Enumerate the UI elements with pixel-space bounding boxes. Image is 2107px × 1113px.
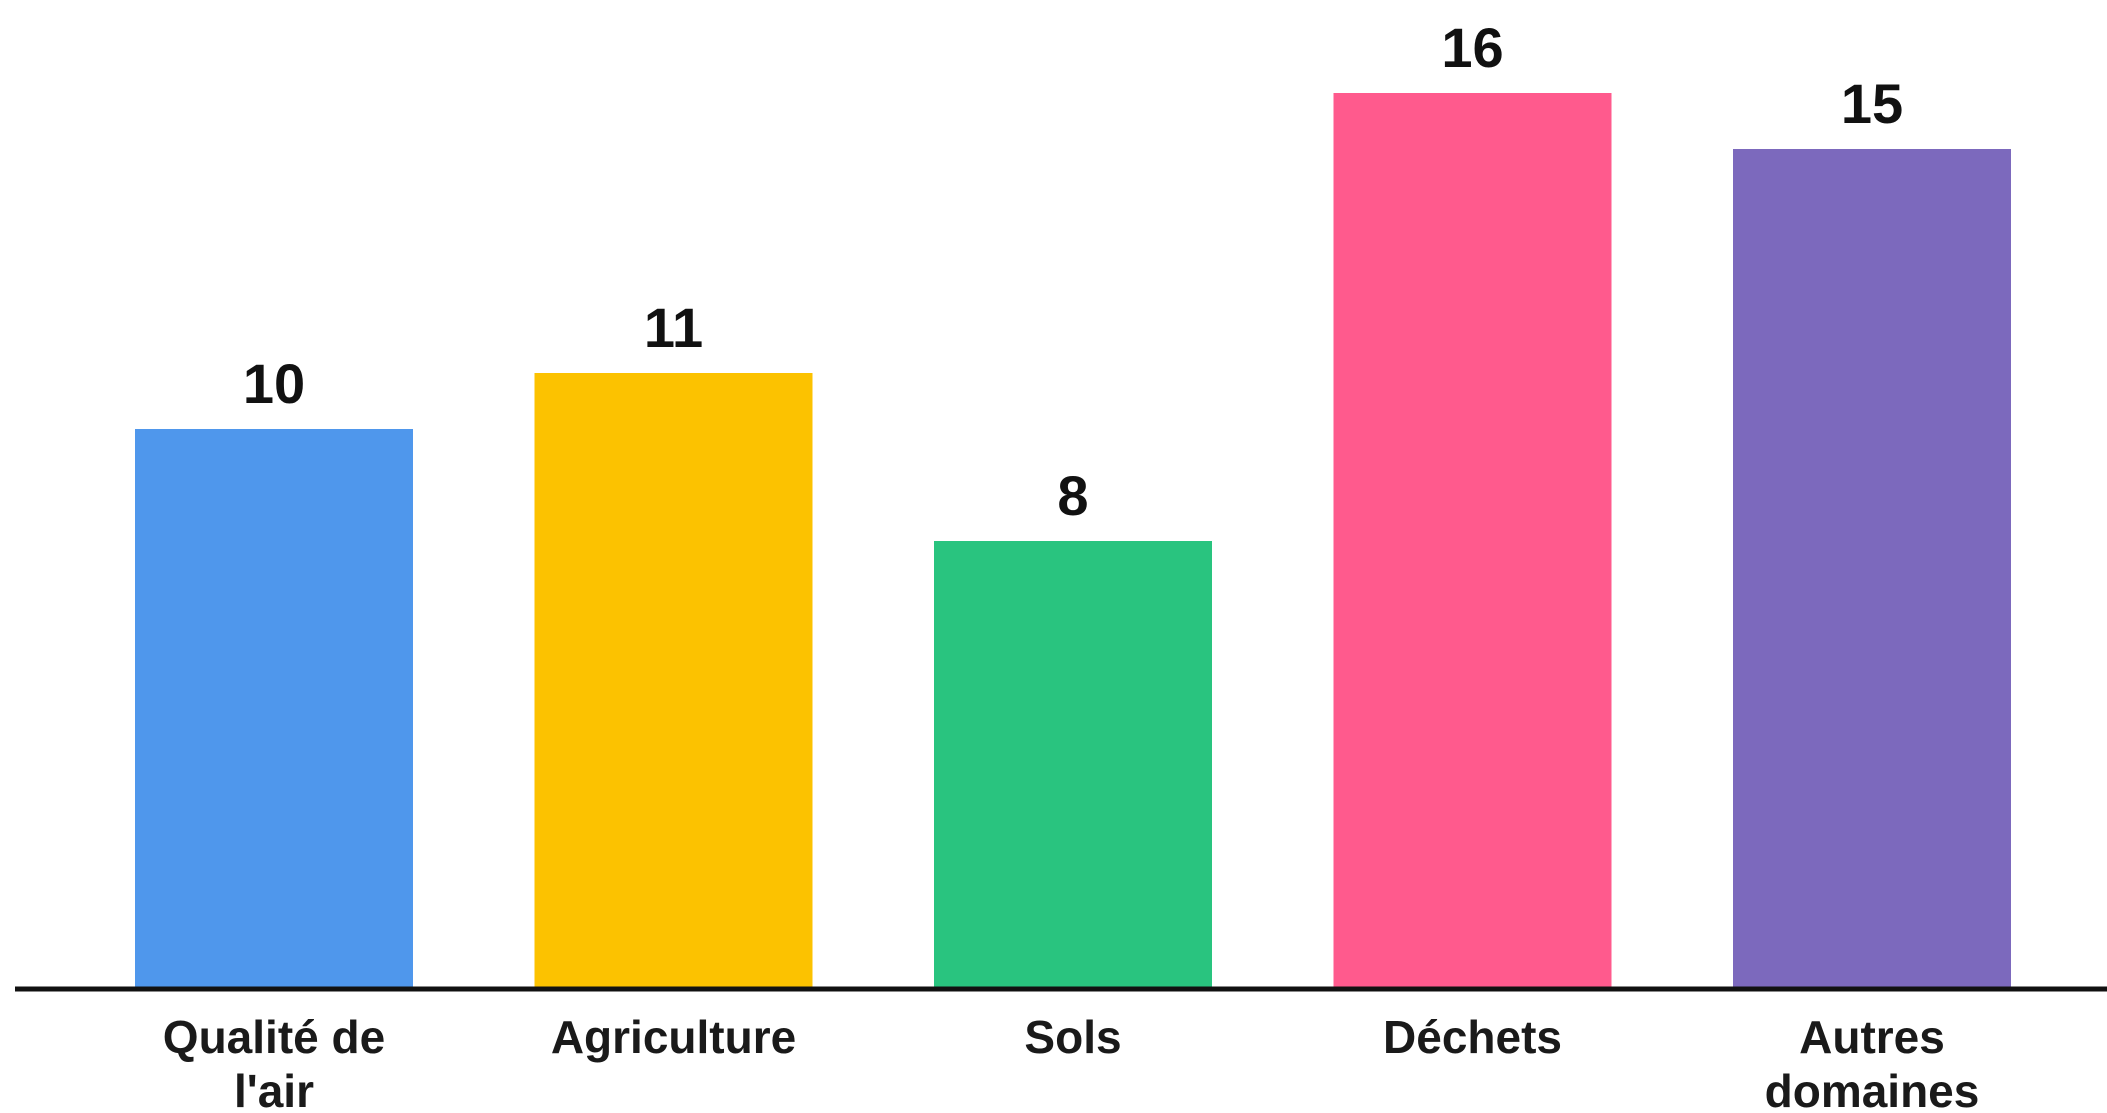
bar-value-label: 10 bbox=[243, 352, 305, 415]
bar bbox=[534, 373, 813, 989]
category-label: l'air bbox=[234, 1065, 314, 1113]
category-label: Sols bbox=[1024, 1011, 1121, 1063]
bars-group bbox=[135, 93, 2011, 989]
category-labels-group: Qualité del'air Agriculture Sols Déchets Aut… bbox=[163, 1011, 1980, 1113]
value-labels-group: 10 11 8 16 15 bbox=[243, 16, 1903, 527]
bar-value-label: 8 bbox=[1057, 464, 1088, 527]
bar-value-label: 11 bbox=[644, 296, 703, 359]
bar-value-label: 15 bbox=[1841, 72, 1903, 135]
category-label: Autres bbox=[1799, 1011, 1945, 1063]
bar bbox=[135, 429, 413, 989]
bar bbox=[1333, 93, 1612, 989]
category-label: domaines bbox=[1765, 1065, 1980, 1113]
bar-value-label: 16 bbox=[1441, 16, 1503, 79]
category-label: Agriculture bbox=[551, 1011, 796, 1063]
bar bbox=[934, 541, 1212, 989]
category-label: Qualité de bbox=[163, 1011, 385, 1063]
bar bbox=[1733, 149, 2011, 989]
category-label: Déchets bbox=[1383, 1011, 1562, 1063]
